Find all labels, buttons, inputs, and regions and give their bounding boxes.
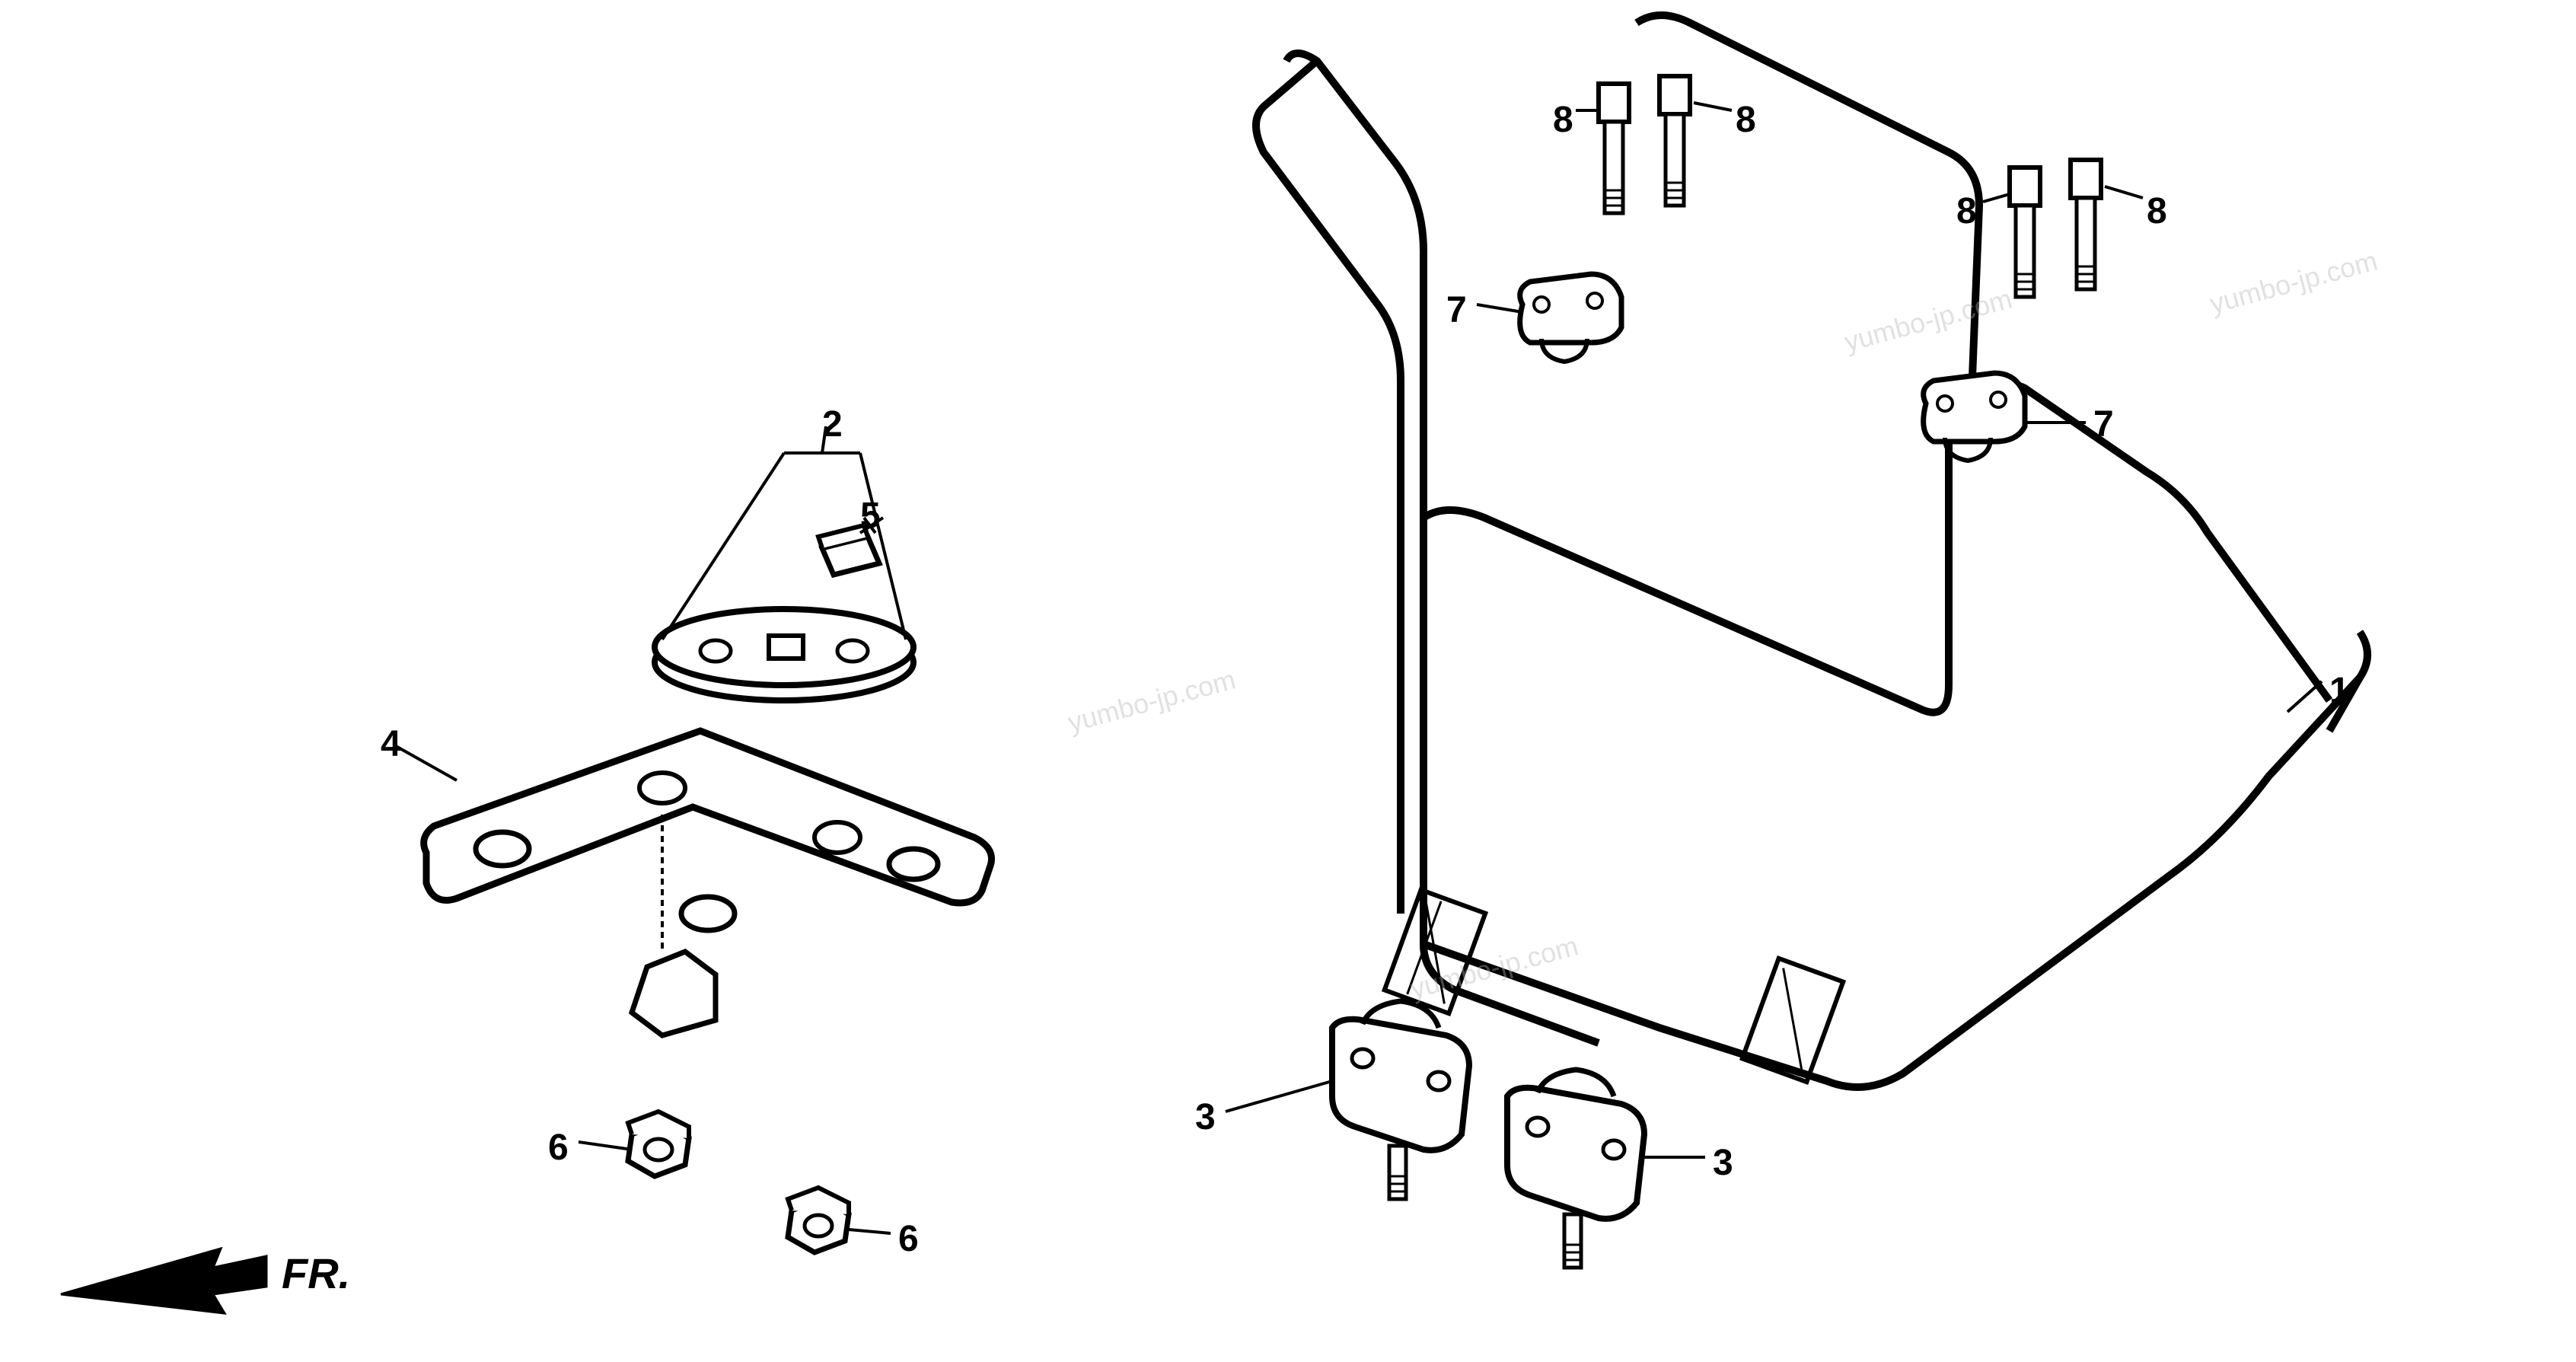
leader-8d <box>2105 187 2143 198</box>
leader-4 <box>396 746 457 780</box>
leader-8c <box>1983 194 2010 202</box>
leader-8b <box>1694 103 1732 110</box>
label-7b: 7 <box>2093 403 2114 445</box>
leader-7a <box>1477 305 1522 312</box>
upper-holder-7a <box>1520 274 1621 362</box>
label-8c: 8 <box>1956 190 1977 232</box>
label-3b: 3 <box>1713 1142 1733 1184</box>
label-7: 7 <box>1446 289 1467 331</box>
top-bridge-4 <box>424 731 992 1035</box>
lower-holder-3b <box>1507 1070 1644 1268</box>
handlebar-part <box>1256 15 2367 1087</box>
label-8d: 8 <box>2147 190 2167 232</box>
parts-diagram-svg <box>0 0 2576 1362</box>
label-3: 3 <box>1195 1096 1216 1138</box>
bolt-8a <box>1599 84 1629 213</box>
label-6b: 6 <box>898 1218 919 1260</box>
nut-6b <box>788 1188 849 1252</box>
label-8a: 8 <box>1553 99 1573 141</box>
leader-6a <box>579 1142 632 1150</box>
leader-1 <box>2287 681 2322 712</box>
fr-arrow <box>61 1249 266 1313</box>
bolt-8c <box>2010 167 2040 297</box>
bolt-8b <box>1659 76 1690 206</box>
label-6: 6 <box>548 1127 569 1169</box>
bolt-8d <box>2071 160 2101 289</box>
label-4: 4 <box>381 723 401 765</box>
diagram-container: 1 2 3 3 4 5 6 6 7 7 8 8 8 8 FR. yumbo-jp… <box>0 0 2576 1362</box>
leader-6b <box>849 1230 891 1233</box>
lower-holder-3a <box>1332 1001 1469 1199</box>
label-2: 2 <box>822 403 843 445</box>
nut-6a <box>628 1112 689 1176</box>
fr-label: FR. <box>282 1249 350 1298</box>
label-5: 5 <box>860 495 881 537</box>
leader-3a <box>1226 1081 1332 1112</box>
upper-holder-7b <box>1924 373 2025 461</box>
label-8b: 8 <box>1736 99 1756 141</box>
label-1: 1 <box>2329 670 2350 712</box>
